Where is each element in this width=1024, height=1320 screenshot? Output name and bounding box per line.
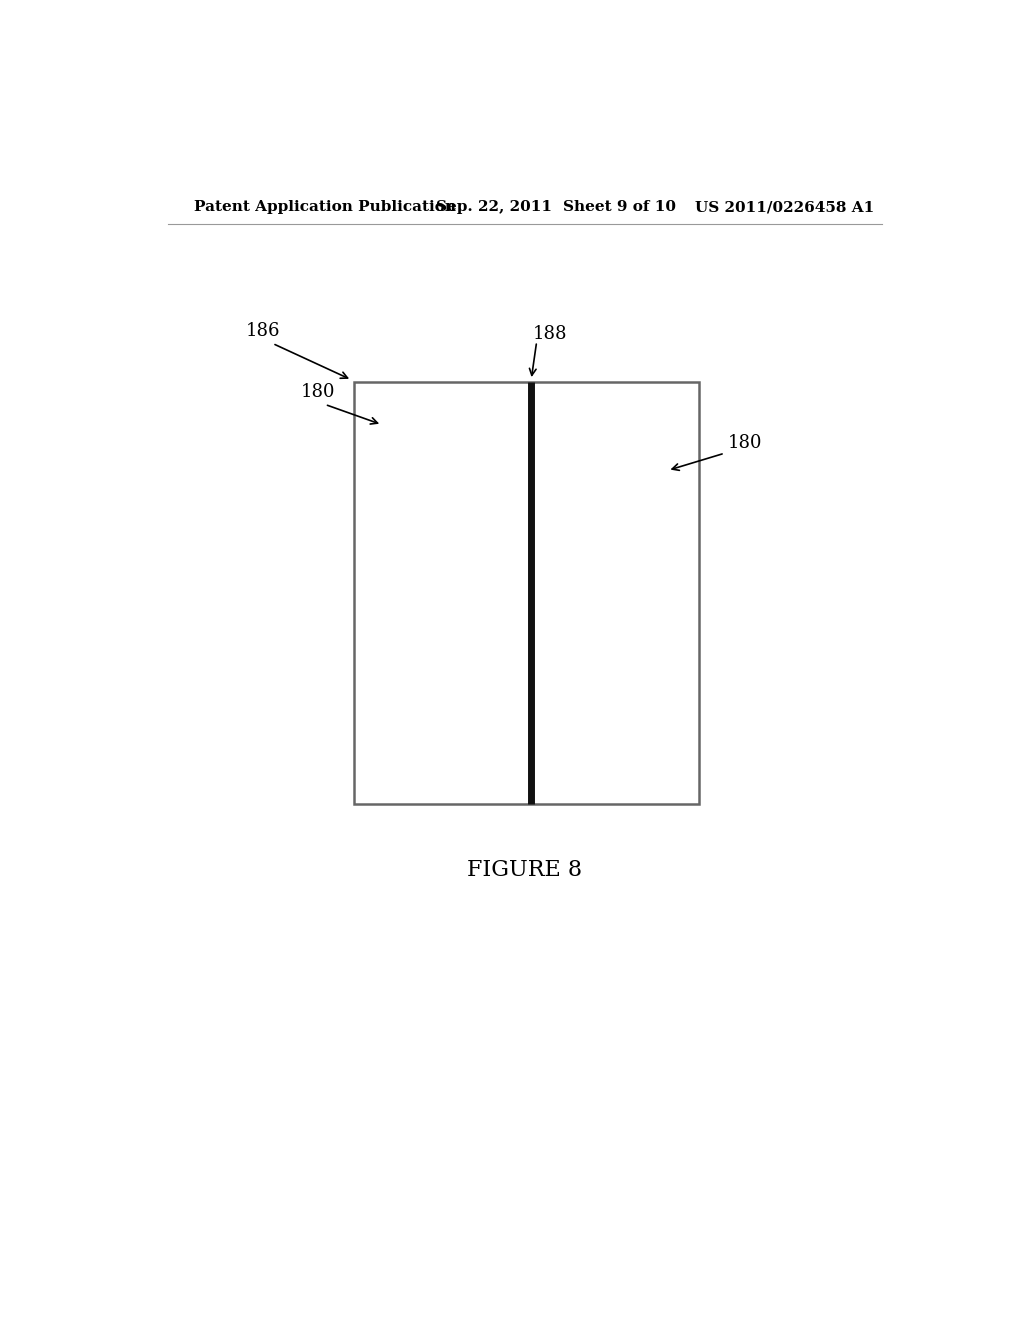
Bar <box>354 381 699 804</box>
Text: 180: 180 <box>728 434 763 451</box>
Text: 186: 186 <box>246 322 280 341</box>
Text: US 2011/0226458 A1: US 2011/0226458 A1 <box>695 201 874 214</box>
Text: Sep. 22, 2011: Sep. 22, 2011 <box>436 201 552 214</box>
Text: 180: 180 <box>301 383 336 401</box>
Text: Sheet 9 of 10: Sheet 9 of 10 <box>563 201 676 214</box>
Text: FIGURE 8: FIGURE 8 <box>467 859 583 880</box>
Text: 188: 188 <box>532 325 567 343</box>
Text: Patent Application Publication: Patent Application Publication <box>194 201 456 214</box>
